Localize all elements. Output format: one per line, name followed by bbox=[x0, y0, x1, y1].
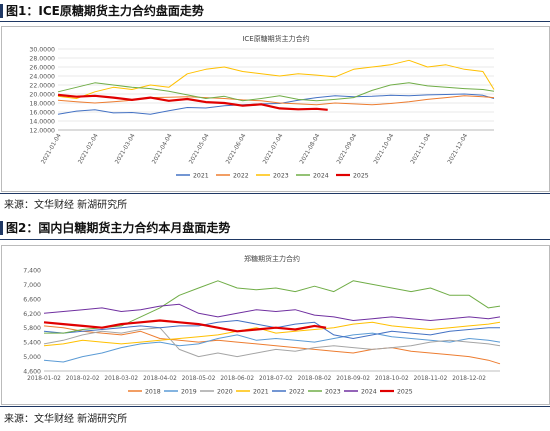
figure1-chart: ICE原糖期货主力合约 12.0000 14.0000 16.0000 18.0000 2… bbox=[29, 34, 495, 180]
figure1-heading: 图1：ICE原糖期货主力合约盘面走势 bbox=[0, 2, 550, 20]
x-tick-label: 2021-12-04 bbox=[447, 133, 469, 165]
x-tick-label: 2018-08-02 bbox=[298, 376, 332, 382]
series-line-2025 bbox=[43, 319, 327, 333]
series-line-2025 bbox=[57, 93, 328, 111]
heading-accent-bar bbox=[0, 4, 3, 18]
figure2-top-rule bbox=[0, 239, 550, 240]
legend-label-2024: 2024 bbox=[313, 173, 329, 180]
legend-label-2023: 2023 bbox=[273, 173, 289, 180]
series-line-2020 bbox=[43, 327, 501, 358]
y-tick-label: 5,000 bbox=[23, 354, 41, 361]
figure1-top-rule bbox=[0, 21, 550, 22]
figure2-source: 来源：文华财经 新湖研究所 bbox=[4, 414, 128, 425]
x-tick-label: 2021-11-04 bbox=[410, 133, 432, 165]
legend-label-2021: 2021 bbox=[193, 173, 209, 180]
figure2-heading: 图2：国内白糖期货主力合约本月盘面走势 bbox=[0, 219, 550, 237]
figure2-bottom-rule bbox=[0, 406, 550, 407]
legend-label-2019: 2019 bbox=[181, 389, 197, 396]
series-line-2021 bbox=[43, 321, 501, 347]
x-tick-label: 2018-04-02 bbox=[143, 376, 177, 382]
y-tick-label: 16.0000 bbox=[29, 110, 55, 117]
chart-title: 郑糖期货主力合约 bbox=[244, 254, 300, 263]
x-tick-label: 2021-05-04 bbox=[188, 133, 210, 165]
figure1-bottom-rule bbox=[0, 193, 550, 194]
figure1-chart-frame: ICE原糖期货主力合约 12.0000 14.0000 16.0000 18.0000 2… bbox=[1, 26, 550, 192]
x-tick-label: 2021-08-04 bbox=[299, 133, 321, 165]
y-tick-label: 6,600 bbox=[23, 296, 41, 303]
series-line-2019 bbox=[43, 332, 501, 363]
y-tick-label: 5,800 bbox=[23, 325, 41, 332]
x-tick-label: 2021-06-04 bbox=[225, 133, 247, 165]
legend-label-2025: 2025 bbox=[397, 389, 413, 396]
y-tick-label: 5,400 bbox=[23, 340, 41, 347]
heading-accent-bar bbox=[0, 221, 3, 235]
figure1-heading-text: 图1：ICE原糖期货主力合约盘面走势 bbox=[6, 4, 204, 18]
x-tick-label: 2021-10-04 bbox=[373, 133, 395, 165]
y-tick-label: 20.0000 bbox=[29, 92, 55, 99]
y-tick-label: 26.0000 bbox=[29, 65, 55, 72]
chart-title: ICE原糖期货主力合约 bbox=[242, 34, 309, 43]
x-tick-label: 2021-03-04 bbox=[115, 133, 137, 165]
x-tick-label: 2021-01-04 bbox=[41, 133, 63, 165]
legend-label-2021: 2021 bbox=[253, 389, 269, 396]
legend-label-2023: 2023 bbox=[325, 389, 341, 396]
y-tick-label: 18.0000 bbox=[29, 101, 55, 108]
y-tick-label: 30.0000 bbox=[29, 47, 55, 54]
legend-label-2018: 2018 bbox=[145, 389, 161, 396]
x-tick-label: 2018-11-02 bbox=[414, 376, 448, 382]
series-line-2021 bbox=[57, 93, 495, 115]
x-tick-label: 2018-02-02 bbox=[66, 376, 100, 382]
legend-label-2022: 2022 bbox=[289, 389, 305, 396]
x-tick-label: 2018-03-02 bbox=[104, 376, 138, 382]
figure1-source: 来源：文华财经 新湖研究所 bbox=[4, 200, 128, 211]
y-tick-label: 12.0000 bbox=[29, 128, 55, 135]
x-tick-label: 2018-06-02 bbox=[220, 376, 254, 382]
y-tick-label: 7,400 bbox=[23, 268, 41, 275]
x-tick-label: 2021-07-04 bbox=[262, 133, 284, 165]
x-tick-label: 2018-07-02 bbox=[259, 376, 293, 382]
figure2-chart-frame: 郑糖期货主力合约 4,600 5,000 5,400 5,800 6,200 6,600 7,… bbox=[1, 245, 550, 405]
y-tick-label: 4,600 bbox=[23, 369, 41, 376]
y-tick-label: 22.0000 bbox=[29, 83, 55, 90]
legend-label-2022: 2022 bbox=[233, 173, 249, 180]
x-tick-label: 2018-10-02 bbox=[375, 376, 409, 382]
legend-label-2025: 2025 bbox=[353, 173, 369, 180]
x-tick-label: 2018-01-02 bbox=[27, 376, 61, 382]
y-tick-label: 6,200 bbox=[23, 311, 41, 318]
series-line-2018 bbox=[43, 325, 501, 365]
legend-label-2020: 2020 bbox=[217, 389, 233, 396]
figure2-heading-text: 图2：国内白糖期货主力合约本月盘面走势 bbox=[6, 221, 231, 235]
series-line-2023 bbox=[44, 280, 501, 334]
y-tick-label: 7,000 bbox=[23, 282, 41, 289]
series-line-2024 bbox=[43, 303, 501, 321]
y-tick-label: 28.0000 bbox=[29, 56, 55, 63]
series-line-2024 bbox=[57, 82, 495, 102]
x-tick-label: 2021-04-04 bbox=[152, 133, 174, 165]
x-tick-label: 2018-09-02 bbox=[336, 376, 370, 382]
x-tick-label: 2021-09-04 bbox=[336, 133, 358, 165]
legend-label-2024: 2024 bbox=[361, 389, 377, 396]
figure2-chart: 郑糖期货主力合约 4,600 5,000 5,400 5,800 6,200 6,600 7,… bbox=[23, 254, 501, 396]
x-tick-label: 2021-02-04 bbox=[78, 133, 100, 165]
x-tick-label: 2018-05-02 bbox=[182, 376, 216, 382]
y-tick-label: 24.0000 bbox=[29, 74, 55, 81]
series-line-2023 bbox=[57, 59, 495, 99]
x-tick-label: 2018-12-02 bbox=[452, 376, 486, 382]
y-tick-label: 14.0000 bbox=[29, 119, 55, 126]
